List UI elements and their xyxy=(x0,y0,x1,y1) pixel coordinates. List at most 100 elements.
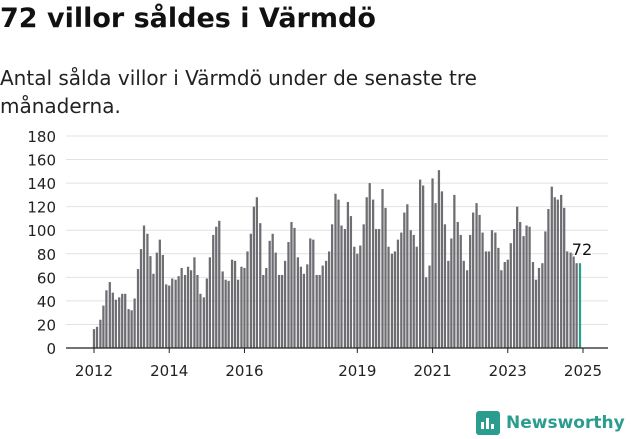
bar xyxy=(108,282,111,348)
bar xyxy=(387,246,390,348)
y-tick-label: 100 xyxy=(27,222,56,240)
bar xyxy=(124,293,127,348)
bar xyxy=(522,236,525,348)
bar xyxy=(550,186,553,348)
bars xyxy=(92,170,582,348)
bar xyxy=(466,270,469,348)
bar xyxy=(312,239,315,348)
bar xyxy=(359,245,362,348)
bar xyxy=(419,179,422,348)
bar xyxy=(349,216,353,348)
chart-title: 72 villor såldes i Värmdö xyxy=(0,3,376,34)
bar xyxy=(371,199,375,348)
bar xyxy=(415,246,418,348)
bar xyxy=(114,299,117,348)
bar xyxy=(490,230,494,348)
bar xyxy=(453,194,456,348)
bar xyxy=(516,206,519,348)
bar xyxy=(487,251,491,348)
bar xyxy=(425,277,428,348)
bar xyxy=(422,185,425,348)
bar xyxy=(353,246,356,348)
bar xyxy=(236,279,240,348)
bar xyxy=(462,260,465,348)
bar xyxy=(199,293,202,348)
bar xyxy=(531,262,535,348)
bar xyxy=(165,284,168,348)
bar xyxy=(105,290,108,348)
bar xyxy=(346,201,350,348)
bar xyxy=(356,253,359,348)
bar xyxy=(177,276,180,348)
bar xyxy=(390,253,394,348)
x-tick-label: 2023 xyxy=(489,362,527,380)
bar xyxy=(274,252,277,348)
bar xyxy=(127,309,130,348)
bar xyxy=(205,278,208,348)
chart-subtitle: Antal sålda villor i Värmdö under de sen… xyxy=(0,66,477,118)
bar xyxy=(528,226,531,348)
bar xyxy=(547,209,550,348)
bar xyxy=(302,273,306,348)
bar xyxy=(556,199,559,348)
bar xyxy=(249,233,252,348)
bar xyxy=(318,274,321,348)
bar xyxy=(393,251,397,348)
y-tick-label: 180 xyxy=(27,128,56,146)
bar xyxy=(337,199,340,348)
y-tick-label: 140 xyxy=(27,175,56,193)
bar xyxy=(428,265,431,348)
bar xyxy=(365,197,368,348)
bar xyxy=(327,251,331,348)
y-tick-label: 40 xyxy=(37,293,56,311)
bar xyxy=(443,224,447,348)
bar xyxy=(224,279,227,348)
bar xyxy=(252,206,255,348)
bar xyxy=(534,279,538,348)
bar xyxy=(233,260,237,348)
bar xyxy=(227,280,230,348)
bar xyxy=(92,329,96,348)
bar xyxy=(566,251,569,348)
x-tick-label: 2016 xyxy=(225,362,263,380)
bar xyxy=(306,264,309,348)
bar xyxy=(434,203,437,348)
bar xyxy=(500,270,503,348)
bar xyxy=(553,197,556,348)
bar xyxy=(575,263,578,348)
bar xyxy=(186,266,190,348)
bar xyxy=(506,259,509,348)
bar xyxy=(174,279,177,348)
bar xyxy=(494,232,497,348)
bar xyxy=(152,273,155,348)
bar xyxy=(509,243,512,348)
bar xyxy=(262,274,265,348)
bar xyxy=(111,292,114,348)
bar xyxy=(400,232,403,348)
bar xyxy=(208,257,211,348)
x-tick-label: 2012 xyxy=(75,362,113,380)
bar xyxy=(569,252,572,348)
bar xyxy=(146,233,149,348)
brand-logo: Newsworthy xyxy=(476,408,625,438)
y-tick-label: 60 xyxy=(37,269,56,287)
bar xyxy=(381,189,384,348)
x-tick-label: 2019 xyxy=(338,362,376,380)
bar xyxy=(265,267,268,348)
bar xyxy=(412,234,415,348)
bar xyxy=(431,178,434,348)
x-tick-label: 2014 xyxy=(150,362,188,380)
bar xyxy=(283,260,287,348)
x-tick-label: 2021 xyxy=(413,362,451,380)
bar xyxy=(378,229,381,348)
bar xyxy=(99,319,102,348)
bar xyxy=(215,226,218,348)
y-tick-label: 20 xyxy=(37,316,56,334)
bar xyxy=(315,274,318,348)
bar xyxy=(246,251,249,348)
bar xyxy=(221,271,224,348)
bar xyxy=(541,263,544,348)
bar xyxy=(142,225,146,348)
bar xyxy=(563,207,566,348)
y-tick-label: 0 xyxy=(46,340,56,358)
